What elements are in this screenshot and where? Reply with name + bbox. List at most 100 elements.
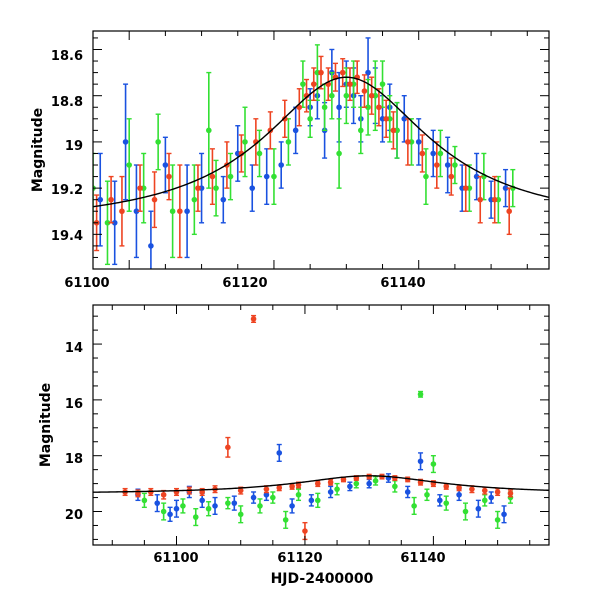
top-point-red [310,81,317,87]
top-point-red [462,185,469,191]
top-model-curve [93,76,549,208]
bottom-clipped-data [93,314,549,541]
top-point-green [452,162,458,168]
top-point-blue [184,208,190,215]
top-plot-area [83,37,549,269]
bottom-point-blue [501,511,507,518]
top-point-red [448,173,455,180]
top-point-red [491,196,498,203]
bottom-point-blue [417,458,424,465]
bottom-point-blue [366,480,372,487]
bottom-point-green [257,503,263,509]
bottom-point-red [507,490,514,497]
top-point-blue [263,173,270,180]
bottom-point-green [282,517,289,523]
top-point-blue [292,127,299,134]
bottom-point-green [353,480,360,487]
top-point-green [321,104,328,111]
bottom-y-axis-title: Magnitude [38,383,54,467]
bottom-point-red [276,484,283,491]
bottom-point-red [295,482,302,488]
top-point-red [376,104,382,111]
bottom-point-green [462,508,469,515]
bottom-point-red [225,444,231,451]
top-point-red [303,92,310,99]
bottom-point-red [237,487,244,494]
top-point-green [155,139,161,145]
bottom-point-green [430,461,437,467]
bottom-point-green [334,486,340,492]
top-point-green [126,162,132,168]
top-plot-frame [92,30,550,270]
top-y-tick-label: 19 [65,139,83,154]
top-point-green [213,185,219,191]
top-point-green [206,127,212,134]
top-point-red [390,127,397,134]
top-point-green [336,150,342,157]
top-point-green [227,173,234,180]
top-point-blue [122,139,129,145]
top-point-green [423,173,429,180]
top-point-red [166,173,172,180]
top-point-blue [401,116,408,122]
bottom-point-blue [437,497,443,504]
top-point-blue [473,173,480,180]
top-point-red [383,116,389,122]
bottom-point-blue [167,511,173,518]
bottom-y-tick-label: 14 [65,341,83,356]
top-point-blue [133,208,140,215]
bottom-point-green [481,497,488,504]
bottom-point-blue [250,494,257,501]
bottom-point-green [314,497,321,504]
bottom-model-curve [93,475,549,493]
top-point-red [318,69,324,76]
bottom-panel: 14 16 18 20 61100 61120 61140 Magnitude … [38,304,550,587]
top-point-red [339,69,346,76]
bottom-point-red [469,486,475,492]
top-point-red [238,150,245,157]
bottom-point-blue [404,489,411,495]
top-point-green [365,104,371,111]
top-point-red [177,208,183,215]
top-point-red [477,196,484,203]
bottom-y-tick-label: 16 [65,397,83,412]
bottom-point-blue [308,497,315,504]
top-x-tick-label: 61140 [380,276,425,291]
bottom-point-green [270,494,276,501]
bottom-point-blue [199,497,205,504]
top-point-blue [502,185,509,191]
bottom-point-blue [154,500,161,506]
top-point-green [256,150,263,157]
top-point-blue [83,208,89,214]
top-point-green [329,92,335,99]
top-point-blue [415,139,422,145]
top-point-green [169,208,176,215]
top-panel: 18.6 18.8 19 19.2 19.4 61100 61120 61140… [30,30,550,291]
top-x-tick-label: 61100 [64,276,109,291]
top-y-axis-title: Magnitude [30,108,46,192]
bottom-point-blue [263,491,270,498]
top-point-green [343,92,350,99]
bottom-point-red [366,473,372,480]
bottom-point-red [494,489,501,495]
bottom-point-blue [456,491,462,498]
bottom-point-blue [347,483,353,490]
bottom-point-green [417,391,424,398]
top-point-red [361,88,368,94]
top-point-red [151,196,158,203]
top-point-red [195,185,201,191]
bottom-point-red [250,316,257,322]
top-point-blue [111,219,118,226]
top-point-red [434,162,440,168]
bottom-plot-frame [92,304,550,546]
top-point-green [285,139,292,145]
top-point-red [209,173,216,180]
bottom-point-blue [231,500,238,506]
bottom-point-red [314,480,321,487]
bottom-x-tick-label: 61120 [277,551,322,566]
top-clipped-data [83,37,549,269]
bottom-plot-area [93,314,549,541]
bottom-point-red [456,484,462,491]
top-point-blue [444,162,451,168]
